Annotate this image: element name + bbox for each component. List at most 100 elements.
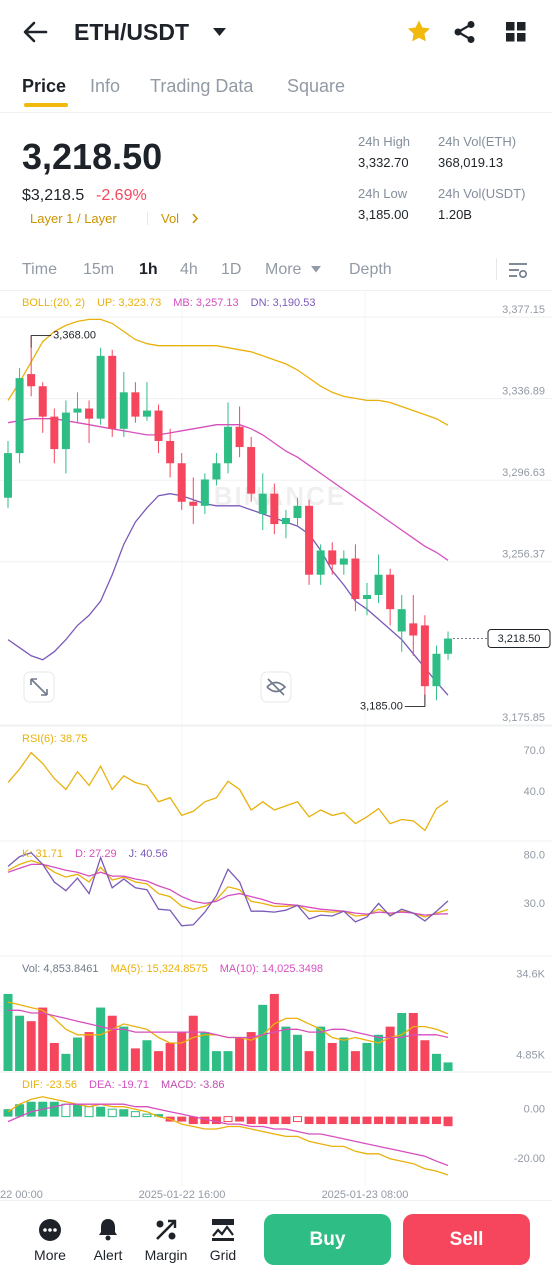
volume-bar: [130, 1048, 140, 1071]
grid-icon[interactable]: [211, 1218, 235, 1242]
timeframe-active[interactable]: 1h: [139, 261, 158, 278]
candle-body: [73, 408, 82, 413]
tab[interactable]: Trading Data: [150, 76, 254, 96]
stat-value: 3,185.00: [358, 207, 409, 222]
volume-bar: [107, 1015, 117, 1071]
vol-tag[interactable]: Vol: [161, 211, 180, 226]
timeframe[interactable]: 15m: [83, 261, 115, 278]
candle-body: [362, 594, 371, 600]
volume-bar: [420, 1040, 430, 1071]
candle-body: [85, 408, 94, 419]
indicator-line: [7, 851, 449, 927]
nav-label[interactable]: More: [34, 1247, 66, 1263]
volume-bar: [165, 1042, 175, 1071]
timeframe[interactable]: 4h: [180, 261, 198, 278]
tab[interactable]: Square: [287, 76, 346, 96]
nav-label[interactable]: Alert: [93, 1247, 123, 1263]
macd-bar: [431, 1116, 441, 1125]
nav-label[interactable]: Grid: [209, 1247, 237, 1263]
divider: [0, 1200, 552, 1201]
last-price: 3,218.50: [22, 136, 163, 177]
macd-bar: [26, 1101, 36, 1117]
macd-bar: [61, 1103, 71, 1118]
candle-body: [305, 505, 314, 575]
buy-button[interactable]: Buy: [264, 1214, 391, 1265]
layout-icon[interactable]: [506, 22, 526, 42]
settings-icon[interactable]: [508, 261, 528, 279]
macd-bar: [339, 1116, 349, 1125]
tab-active[interactable]: Price: [22, 76, 67, 96]
candle-body: [108, 355, 117, 429]
candle-body: [420, 625, 429, 687]
macd-bar: [408, 1116, 418, 1125]
volume-bar: [96, 1007, 106, 1071]
candle-body: [27, 374, 36, 387]
timeframe[interactable]: 1D: [221, 261, 242, 278]
pair-title[interactable]: ETH/USDT: [74, 19, 189, 45]
candle-body: [142, 410, 151, 417]
last-price-label: 3,218.50: [498, 633, 541, 645]
macd-bar: [316, 1116, 326, 1125]
y-tick-label: 0.00: [524, 1104, 545, 1116]
candle-body: [270, 493, 279, 525]
y-tick-label: 4.85K: [516, 1049, 545, 1061]
share-icon[interactable]: [453, 20, 477, 44]
sell-button[interactable]: Sell: [403, 1214, 530, 1265]
macd-bar: [177, 1116, 187, 1122]
candle-body: [351, 558, 360, 600]
volume-bar: [49, 1042, 59, 1071]
candle-body: [200, 479, 209, 506]
low-marker: [404, 694, 426, 707]
timeframe[interactable]: More: [265, 261, 302, 278]
stat-label: 24h Low: [358, 186, 408, 201]
macd-bar: [96, 1106, 106, 1117]
legend-label: DEA: -19.71: [89, 1079, 149, 1091]
macd-bar: [188, 1116, 198, 1125]
macd-bar: [293, 1116, 302, 1123]
favorite-icon[interactable]: [406, 19, 432, 45]
margin-icon[interactable]: [154, 1218, 178, 1242]
nav-label[interactable]: Margin: [144, 1247, 188, 1263]
candle-body: [166, 440, 175, 464]
stat-label: 24h High: [358, 134, 411, 149]
legend-label: MB: 3,257.13: [173, 297, 238, 309]
alert-icon[interactable]: [96, 1217, 120, 1241]
tag[interactable]: Layer 1 / Layer: [30, 211, 117, 226]
pair-caret[interactable]: [212, 26, 228, 38]
stat-value: 368,019.13: [438, 155, 504, 170]
volume-bar: [142, 1040, 152, 1071]
volume-bar: [350, 1051, 360, 1071]
stat-value: 3,332.70: [358, 155, 409, 170]
volume-bar: [38, 1007, 48, 1071]
y-tick-label: 80.0: [524, 849, 545, 861]
volume-bar: [397, 1013, 407, 1071]
macd-bar: [154, 1114, 164, 1117]
timeframe[interactable]: Depth: [349, 261, 392, 278]
y-tick-label: 3,256.37: [502, 549, 545, 561]
volume-bar: [374, 1034, 384, 1071]
candle-body: [247, 447, 256, 494]
back-icon[interactable]: [22, 20, 48, 44]
volume-bar: [443, 1062, 453, 1071]
y-tick-label: 34.6K: [516, 968, 545, 980]
candle-body: [328, 550, 337, 565]
macd-bar: [327, 1116, 337, 1125]
chart-area: 22 00:00 2025-01-22 16:00 2025-01-23 08:…: [0, 290, 552, 1201]
legend-label: MACD: -3.86: [161, 1079, 225, 1091]
timeframe[interactable]: Time: [22, 261, 57, 278]
legend-label: BOLL:(20, 2): [22, 297, 85, 309]
volume-bar: [119, 1026, 129, 1071]
more-icon[interactable]: [38, 1218, 62, 1242]
volume-bar: [154, 1051, 164, 1071]
candle-body: [432, 653, 441, 687]
macd-bar: [397, 1116, 407, 1125]
divider: [0, 112, 552, 113]
y-tick-label: 3,175.85: [502, 712, 545, 724]
volume-bar: [258, 1004, 268, 1071]
macd-bar: [246, 1116, 256, 1125]
tab[interactable]: Info: [90, 76, 121, 96]
candle-body: [15, 378, 24, 454]
macd-bar: [3, 1109, 13, 1117]
candle-body: [189, 501, 198, 506]
